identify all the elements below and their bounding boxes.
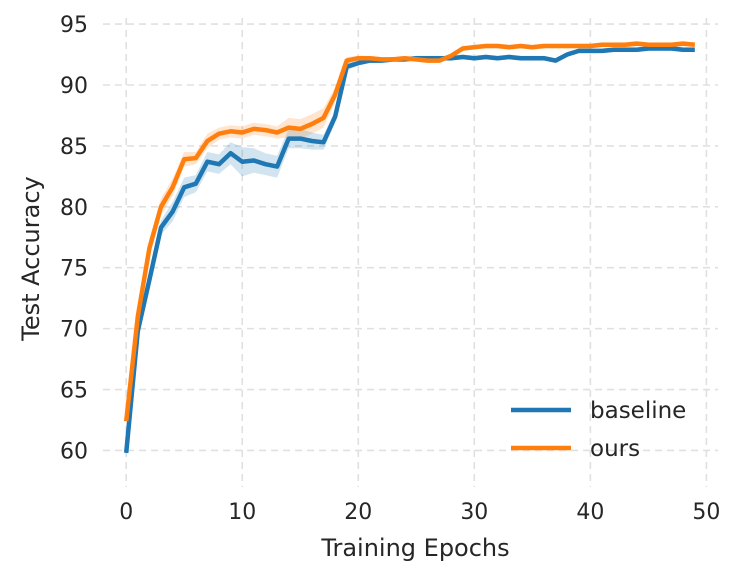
x-axis-label: Training Epochs [320,534,509,562]
x-tick-label: 20 [344,500,372,525]
y-tick-label: 70 [60,318,88,343]
series-line-baseline [123,46,695,454]
y-tick-labels: 60 65 70 75 80 85 90 95 [60,13,88,464]
y-tick-label: 75 [60,257,88,282]
x-tick-label: 30 [460,500,488,525]
y-axis-label: Test Accuracy [17,176,45,341]
series-band-baseline [126,46,695,458]
legend: baseline ours [511,398,686,462]
y-tick-label: 95 [60,13,88,38]
y-tick-label: 90 [60,74,88,99]
x-tick-labels: 0 10 20 30 40 50 [119,500,720,525]
legend-label-ours: ours [590,436,640,462]
series-line-ours [123,41,696,422]
x-tick-label: 40 [576,500,604,525]
y-tick-label: 65 [60,379,88,404]
y-tick-label: 60 [60,439,88,464]
series-lines [123,41,696,454]
x-tick-label: 50 [692,500,720,525]
y-tick-label: 80 [60,196,88,221]
legend-label-baseline: baseline [590,398,686,424]
series-band-ours [126,41,695,427]
confidence-bands [126,41,695,458]
y-tick-label: 85 [60,135,88,160]
x-tick-label: 0 [119,500,133,525]
x-tick-label: 10 [228,500,256,525]
